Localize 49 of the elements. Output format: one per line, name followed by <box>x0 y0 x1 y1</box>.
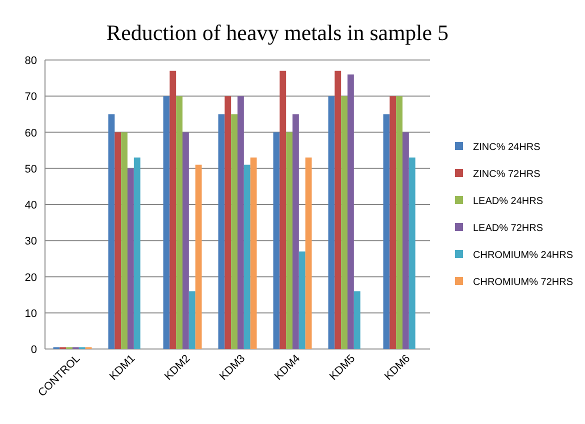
bar <box>402 132 409 349</box>
bar <box>408 158 416 349</box>
bar <box>218 114 225 349</box>
y-tick-label: 60 <box>24 127 37 140</box>
bar <box>170 70 176 349</box>
bar <box>114 132 122 349</box>
bar <box>163 96 170 349</box>
y-tick-label: 70 <box>24 91 37 104</box>
bar <box>188 291 196 349</box>
y-tick-label: 20 <box>24 272 37 284</box>
bar <box>348 74 354 349</box>
bar <box>250 158 257 349</box>
bar <box>334 70 342 349</box>
bar <box>390 96 396 349</box>
bar <box>224 96 232 349</box>
bar <box>182 132 189 349</box>
bar <box>134 158 140 349</box>
bar <box>121 132 128 349</box>
y-tick-label: 50 <box>24 163 37 176</box>
bar <box>328 96 335 349</box>
bar <box>108 114 115 349</box>
bar <box>341 96 348 349</box>
legend-label: CHROMIUM% 24HRS <box>473 250 574 261</box>
y-tick-label: 80 <box>24 55 37 67</box>
bar <box>176 96 182 349</box>
legend-label: LEAD% 72HRS <box>473 223 544 234</box>
legend-label: LEAD% 24HRS <box>473 196 544 207</box>
legend-label: ZINC% 72HRS <box>473 169 541 180</box>
bar <box>128 168 134 349</box>
bar <box>273 132 280 349</box>
chart-title: Reduction of heavy metals in sample 5 <box>106 20 449 45</box>
bar <box>280 70 286 349</box>
bar <box>305 158 312 349</box>
legend-label: CHROMIUM% 72HRS <box>473 277 574 288</box>
bar <box>298 251 306 349</box>
y-tick-label: 10 <box>24 308 37 320</box>
y-tick-label: 30 <box>24 236 37 248</box>
bar <box>244 164 250 349</box>
bar <box>354 291 360 349</box>
bar <box>292 114 299 349</box>
bar <box>383 114 390 349</box>
bar <box>286 132 292 349</box>
bar <box>396 96 402 349</box>
legend-label: ZINC% 24HRS <box>473 142 541 153</box>
y-tick-label: 40 <box>24 200 37 212</box>
bar <box>195 164 202 349</box>
bar <box>238 96 244 349</box>
bar <box>231 114 238 349</box>
y-tick-label: 0 <box>30 344 37 356</box>
